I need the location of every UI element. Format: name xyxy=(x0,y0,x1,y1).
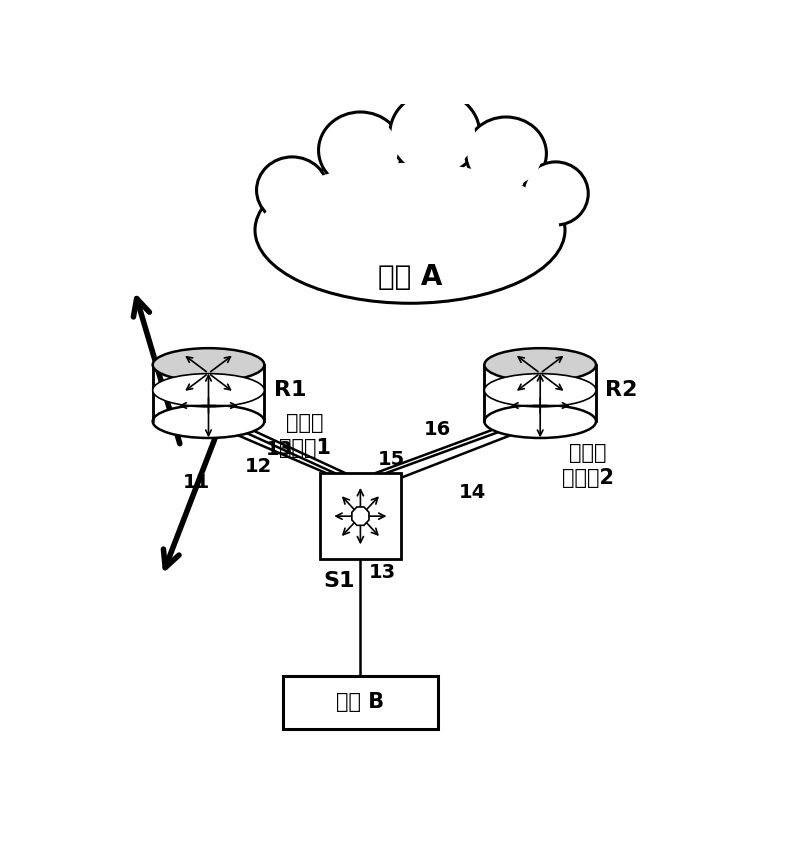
Text: 14: 14 xyxy=(458,483,486,502)
Polygon shape xyxy=(153,365,264,422)
Ellipse shape xyxy=(523,162,588,226)
Ellipse shape xyxy=(153,348,264,381)
Ellipse shape xyxy=(261,161,323,219)
Ellipse shape xyxy=(466,117,546,190)
Ellipse shape xyxy=(395,97,474,170)
Text: 主用聚
合链蠇1: 主用聚 合链蠇1 xyxy=(278,413,330,458)
Text: 备用聚
合链蠇2: 备用聚 合链蠇2 xyxy=(562,443,614,488)
Text: R1: R1 xyxy=(274,380,306,400)
Text: 13: 13 xyxy=(369,563,396,582)
Ellipse shape xyxy=(323,117,398,184)
Ellipse shape xyxy=(527,166,584,221)
Ellipse shape xyxy=(485,373,596,407)
Ellipse shape xyxy=(255,157,565,303)
Text: 12: 12 xyxy=(245,457,272,476)
Ellipse shape xyxy=(257,157,328,224)
Text: 网络 B: 网络 B xyxy=(336,692,385,713)
Text: 13: 13 xyxy=(266,440,294,459)
Ellipse shape xyxy=(485,348,596,381)
Bar xyxy=(283,676,438,729)
Ellipse shape xyxy=(153,404,264,438)
Ellipse shape xyxy=(485,404,596,438)
Bar xyxy=(320,473,401,559)
Ellipse shape xyxy=(470,121,542,186)
Ellipse shape xyxy=(262,163,558,296)
Polygon shape xyxy=(485,365,596,422)
Ellipse shape xyxy=(318,112,402,188)
Text: R2: R2 xyxy=(606,380,638,400)
Polygon shape xyxy=(352,507,369,525)
Text: S1: S1 xyxy=(323,571,354,591)
Ellipse shape xyxy=(153,373,264,407)
Text: 网络 A: 网络 A xyxy=(378,263,442,290)
Text: 16: 16 xyxy=(424,420,451,439)
Text: 15: 15 xyxy=(378,450,405,469)
Ellipse shape xyxy=(390,92,480,175)
Text: 11: 11 xyxy=(182,473,210,492)
